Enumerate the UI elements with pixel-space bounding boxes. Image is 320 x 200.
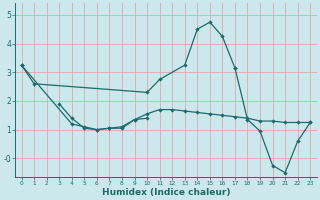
X-axis label: Humidex (Indice chaleur): Humidex (Indice chaleur) (102, 188, 230, 197)
